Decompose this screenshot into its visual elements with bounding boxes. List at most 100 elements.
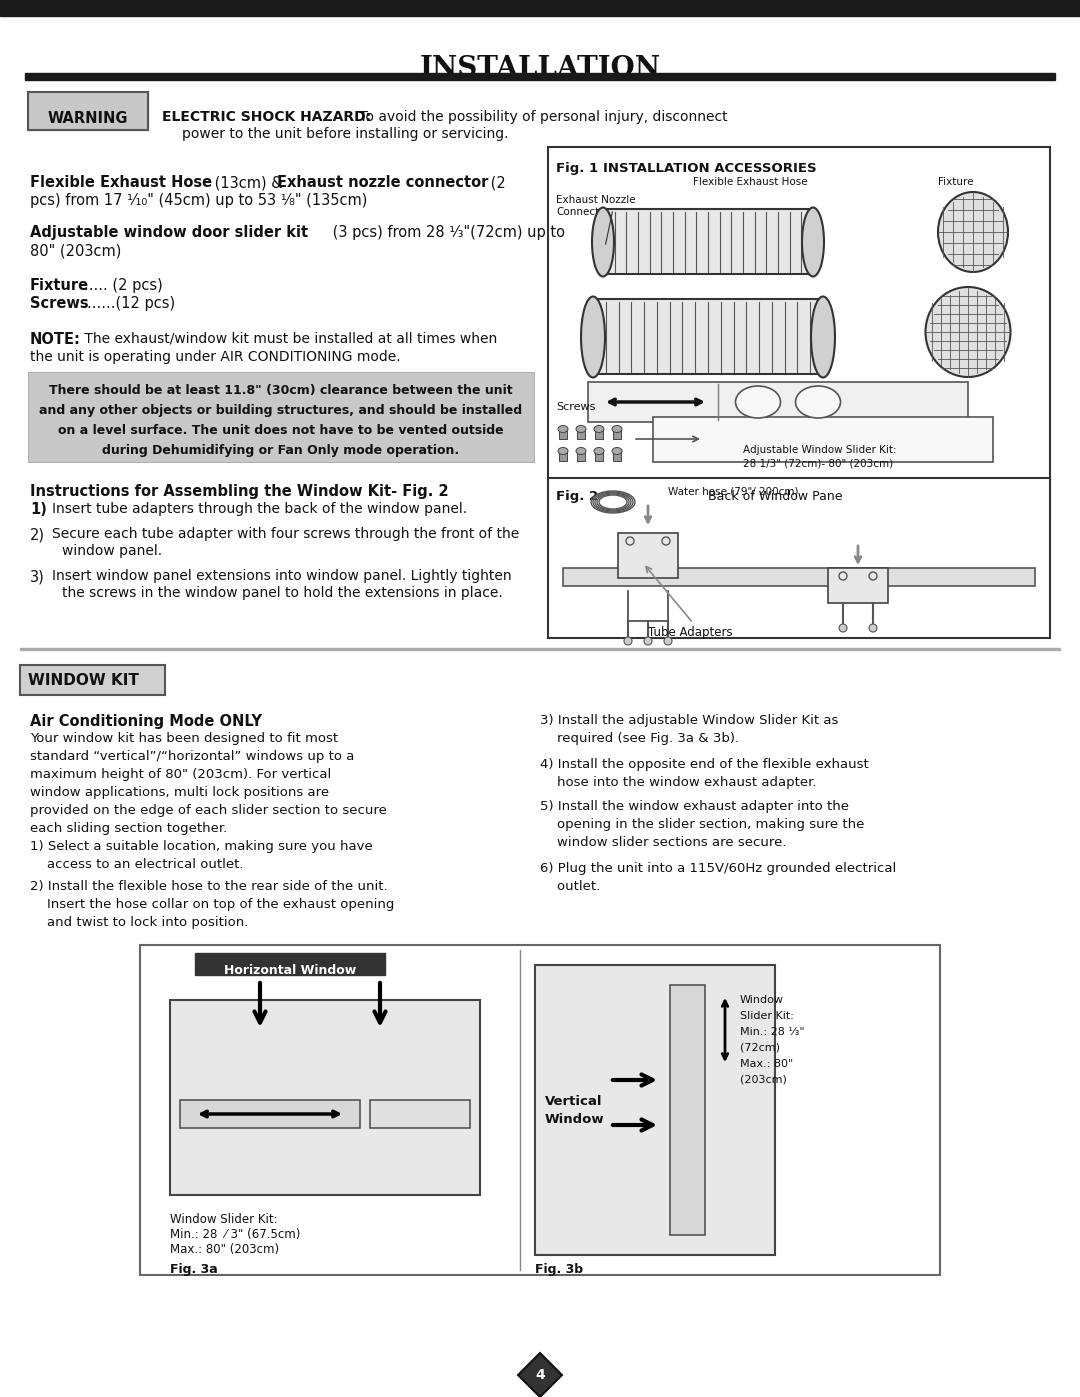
Text: INSTALLATION: INSTALLATION	[419, 54, 661, 82]
Ellipse shape	[926, 286, 1011, 377]
Ellipse shape	[644, 637, 652, 645]
Text: access to an electrical outlet.: access to an electrical outlet.	[30, 858, 243, 870]
Text: (13cm) &: (13cm) &	[210, 175, 287, 190]
Bar	[21, 648, 1059, 650]
Text: Window: Window	[740, 995, 784, 1004]
Text: hose into the window exhaust adapter.: hose into the window exhaust adapter.	[540, 775, 816, 789]
Ellipse shape	[576, 426, 586, 433]
Text: WINDOW KIT: WINDOW KIT	[28, 673, 139, 687]
Bar	[595, 429, 603, 439]
Ellipse shape	[735, 386, 781, 418]
Text: and any other objects or building structures, and should be installed: and any other objects or building struct…	[40, 404, 523, 416]
Text: (3 pcs) from 28 ¹⁄₃"(72cm) up to: (3 pcs) from 28 ¹⁄₃"(72cm) up to	[328, 225, 565, 240]
Ellipse shape	[664, 637, 672, 645]
Text: ELECTRIC SHOCK HAZARD:: ELECTRIC SHOCK HAZARD:	[162, 110, 372, 124]
Bar	[28, 92, 148, 130]
Text: 4: 4	[535, 1368, 545, 1382]
Text: Connector: Connector	[556, 207, 610, 217]
Bar	[370, 1099, 470, 1127]
Text: Horizontal Window: Horizontal Window	[224, 964, 356, 977]
Bar	[603, 210, 813, 274]
Text: Fig. 3b: Fig. 3b	[535, 1263, 583, 1275]
Ellipse shape	[796, 386, 840, 418]
Text: Vertical: Vertical	[545, 1095, 603, 1108]
Bar	[535, 965, 775, 1255]
Bar	[25, 73, 1055, 80]
Ellipse shape	[612, 426, 622, 433]
Bar	[548, 147, 1050, 520]
Ellipse shape	[558, 447, 568, 454]
Text: provided on the edge of each slider section to secure: provided on the edge of each slider sect…	[30, 805, 387, 817]
Text: Exhaust Nozzle: Exhaust Nozzle	[556, 196, 636, 205]
Text: Fig. 1: Fig. 1	[556, 162, 598, 175]
Ellipse shape	[558, 426, 568, 433]
Text: Fixture: Fixture	[30, 278, 90, 293]
Bar	[28, 372, 534, 462]
Text: 28 1/3" (72cm)- 80" (203cm): 28 1/3" (72cm)- 80" (203cm)	[743, 460, 893, 469]
Text: Fig. 3a: Fig. 3a	[170, 1263, 218, 1275]
Text: 6) Plug the unit into a 115V/60Hz grounded electrical: 6) Plug the unit into a 115V/60Hz ground…	[540, 862, 896, 875]
Text: Insert the hose collar on top of the exhaust opening: Insert the hose collar on top of the exh…	[30, 898, 394, 911]
Text: opening in the slider section, making sure the: opening in the slider section, making su…	[540, 819, 864, 831]
Text: Min.: 28  ⁄ 3" (67.5cm): Min.: 28 ⁄ 3" (67.5cm)	[170, 1228, 300, 1241]
Ellipse shape	[612, 447, 622, 454]
Bar	[613, 451, 621, 461]
Text: 2): 2)	[30, 527, 45, 542]
Text: Back of Window Pane: Back of Window Pane	[708, 490, 842, 503]
Text: the screws in the window panel to hold the extensions in place.: the screws in the window panel to hold t…	[62, 585, 503, 599]
Text: Max.: 80" (203cm): Max.: 80" (203cm)	[170, 1243, 279, 1256]
Bar	[618, 534, 678, 578]
Text: Your window kit has been designed to fit most: Your window kit has been designed to fit…	[30, 732, 338, 745]
Ellipse shape	[592, 208, 615, 277]
Text: power to the unit before installing or servicing.: power to the unit before installing or s…	[183, 127, 509, 141]
Text: (72cm): (72cm)	[740, 1044, 780, 1053]
Text: Flexible Exhaust Hose: Flexible Exhaust Hose	[693, 177, 808, 187]
Text: outlet.: outlet.	[540, 880, 600, 893]
Bar	[195, 953, 384, 975]
Bar	[588, 381, 968, 422]
Text: maximum height of 80" (203cm). For vertical: maximum height of 80" (203cm). For verti…	[30, 768, 332, 781]
Text: and twist to lock into position.: and twist to lock into position.	[30, 916, 248, 929]
Text: Flexible Exhaust Hose: Flexible Exhaust Hose	[30, 175, 212, 190]
Ellipse shape	[811, 296, 835, 377]
Text: Exhaust nozzle connector: Exhaust nozzle connector	[276, 175, 488, 190]
Bar	[28, 92, 148, 130]
Text: Slider Kit:: Slider Kit:	[740, 1011, 794, 1021]
Bar	[21, 665, 165, 694]
Bar	[180, 1099, 360, 1127]
Text: NOTE:: NOTE:	[30, 332, 81, 346]
Ellipse shape	[624, 637, 632, 645]
Polygon shape	[518, 1354, 562, 1397]
Text: ..... (2 pcs): ..... (2 pcs)	[84, 278, 163, 293]
Bar	[670, 985, 705, 1235]
Text: (2: (2	[486, 175, 505, 190]
Text: the unit is operating under AIR CONDITIONING mode.: the unit is operating under AIR CONDITIO…	[30, 351, 401, 365]
Text: INSTALLATION ACCESSORIES: INSTALLATION ACCESSORIES	[603, 162, 816, 175]
Text: 2) Install the flexible hose to the rear side of the unit.: 2) Install the flexible hose to the rear…	[30, 880, 388, 893]
Bar	[593, 299, 823, 374]
Text: 1): 1)	[30, 502, 46, 517]
Text: Max.: 80": Max.: 80"	[740, 1059, 793, 1069]
Text: WARNING: WARNING	[48, 110, 129, 126]
Text: Window Slider Kit:: Window Slider Kit:	[170, 1213, 278, 1227]
Text: 3): 3)	[30, 569, 44, 584]
Bar	[0, 0, 1080, 15]
Text: pcs) from 17 ¹⁄₁₀" (45cm) up to 53 ¹⁄₈" (135cm): pcs) from 17 ¹⁄₁₀" (45cm) up to 53 ¹⁄₈" …	[30, 193, 367, 208]
Bar	[548, 478, 1050, 638]
Text: The exhaust/window kit must be installed at all times when: The exhaust/window kit must be installed…	[80, 332, 497, 346]
Text: Window: Window	[545, 1113, 605, 1126]
Text: Fig. 2: Fig. 2	[556, 490, 598, 503]
Bar	[577, 429, 585, 439]
Text: required (see Fig. 3a & 3b).: required (see Fig. 3a & 3b).	[540, 732, 739, 745]
Text: 4) Install the opposite end of the flexible exhaust: 4) Install the opposite end of the flexi…	[540, 759, 868, 771]
Bar	[828, 569, 888, 604]
Text: Tube Adapters: Tube Adapters	[648, 626, 732, 638]
Ellipse shape	[839, 624, 847, 631]
Text: Adjustable Window Slider Kit:: Adjustable Window Slider Kit:	[743, 446, 896, 455]
Bar	[563, 569, 1035, 585]
Ellipse shape	[869, 624, 877, 631]
Ellipse shape	[594, 447, 604, 454]
Bar	[140, 944, 940, 1275]
Text: window panel.: window panel.	[62, 543, 162, 557]
Text: Secure each tube adapter with four screws through the front of the: Secure each tube adapter with four screw…	[52, 527, 519, 541]
